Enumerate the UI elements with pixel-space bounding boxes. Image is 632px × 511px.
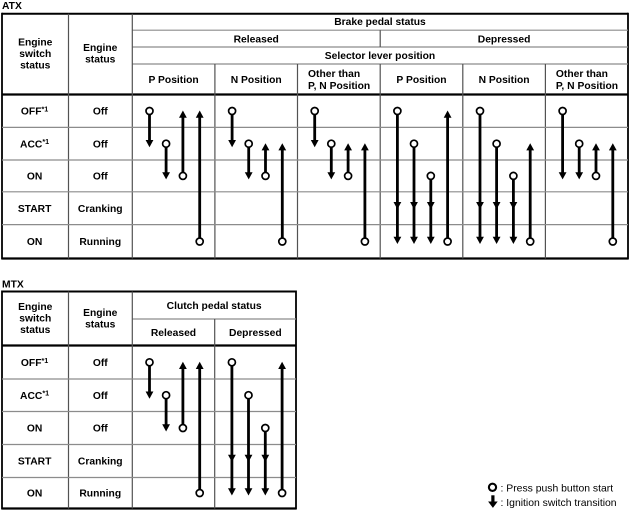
svg-text:ON: ON (27, 237, 42, 248)
svg-text:Off: Off (93, 107, 108, 118)
svg-text:Depressed: Depressed (478, 34, 531, 45)
svg-text:START: START (18, 204, 52, 215)
svg-text:Other than: Other than (308, 69, 360, 80)
svg-text:OFF*1: OFF*1 (21, 105, 48, 118)
svg-text:Other than: Other than (556, 69, 608, 80)
svg-text:P, N Position: P, N Position (556, 81, 618, 92)
svg-text:Selector lever position: Selector lever position (325, 51, 435, 62)
svg-text:Off: Off (93, 172, 108, 183)
svg-text:MTX: MTX (2, 280, 24, 291)
svg-text:Cranking: Cranking (78, 204, 123, 215)
svg-text:Released: Released (234, 34, 279, 45)
svg-text:Clutch pedal status: Clutch pedal status (167, 301, 262, 312)
svg-text:ON: ON (27, 172, 42, 183)
svg-text:Brake pedal status: Brake pedal status (334, 17, 426, 28)
svg-text:switch: switch (19, 314, 51, 325)
svg-text:status: status (20, 325, 51, 336)
svg-text:Engine: Engine (83, 43, 118, 54)
svg-text:Engine: Engine (18, 38, 53, 49)
svg-text:ACC*1: ACC*1 (20, 389, 49, 402)
svg-text:P Position: P Position (149, 75, 199, 86)
svg-text:status: status (85, 319, 116, 330)
svg-text:Engine: Engine (83, 308, 118, 319)
svg-text:ATX: ATX (2, 1, 22, 12)
svg-text:Off: Off (93, 391, 108, 402)
svg-text:Off: Off (93, 358, 108, 369)
svg-text:Running: Running (79, 237, 121, 248)
svg-text:ON: ON (27, 489, 42, 500)
svg-text:START: START (18, 457, 52, 468)
svg-text:P, N Position: P, N Position (308, 81, 370, 92)
svg-text:Depressed: Depressed (229, 328, 282, 339)
svg-text:ACC*1: ACC*1 (20, 137, 49, 150)
svg-text:status: status (85, 55, 116, 66)
svg-text:N Position: N Position (231, 75, 282, 86)
svg-text:Off: Off (93, 139, 108, 150)
svg-text:Engine: Engine (18, 302, 53, 313)
svg-text:ON: ON (27, 424, 42, 435)
svg-text:: Press push button start: : Press push button start (501, 483, 614, 494)
svg-text:switch: switch (19, 49, 51, 60)
svg-text:Cranking: Cranking (78, 457, 123, 468)
svg-text:status: status (20, 61, 51, 72)
svg-text:Running: Running (79, 489, 121, 500)
svg-text:Released: Released (151, 328, 196, 339)
svg-text:P Position: P Position (396, 75, 446, 86)
svg-text:Off: Off (93, 424, 108, 435)
svg-text:: Ignition switch transition: : Ignition switch transition (501, 498, 617, 509)
svg-text:N Position: N Position (479, 75, 530, 86)
svg-text:OFF*1: OFF*1 (21, 356, 48, 369)
